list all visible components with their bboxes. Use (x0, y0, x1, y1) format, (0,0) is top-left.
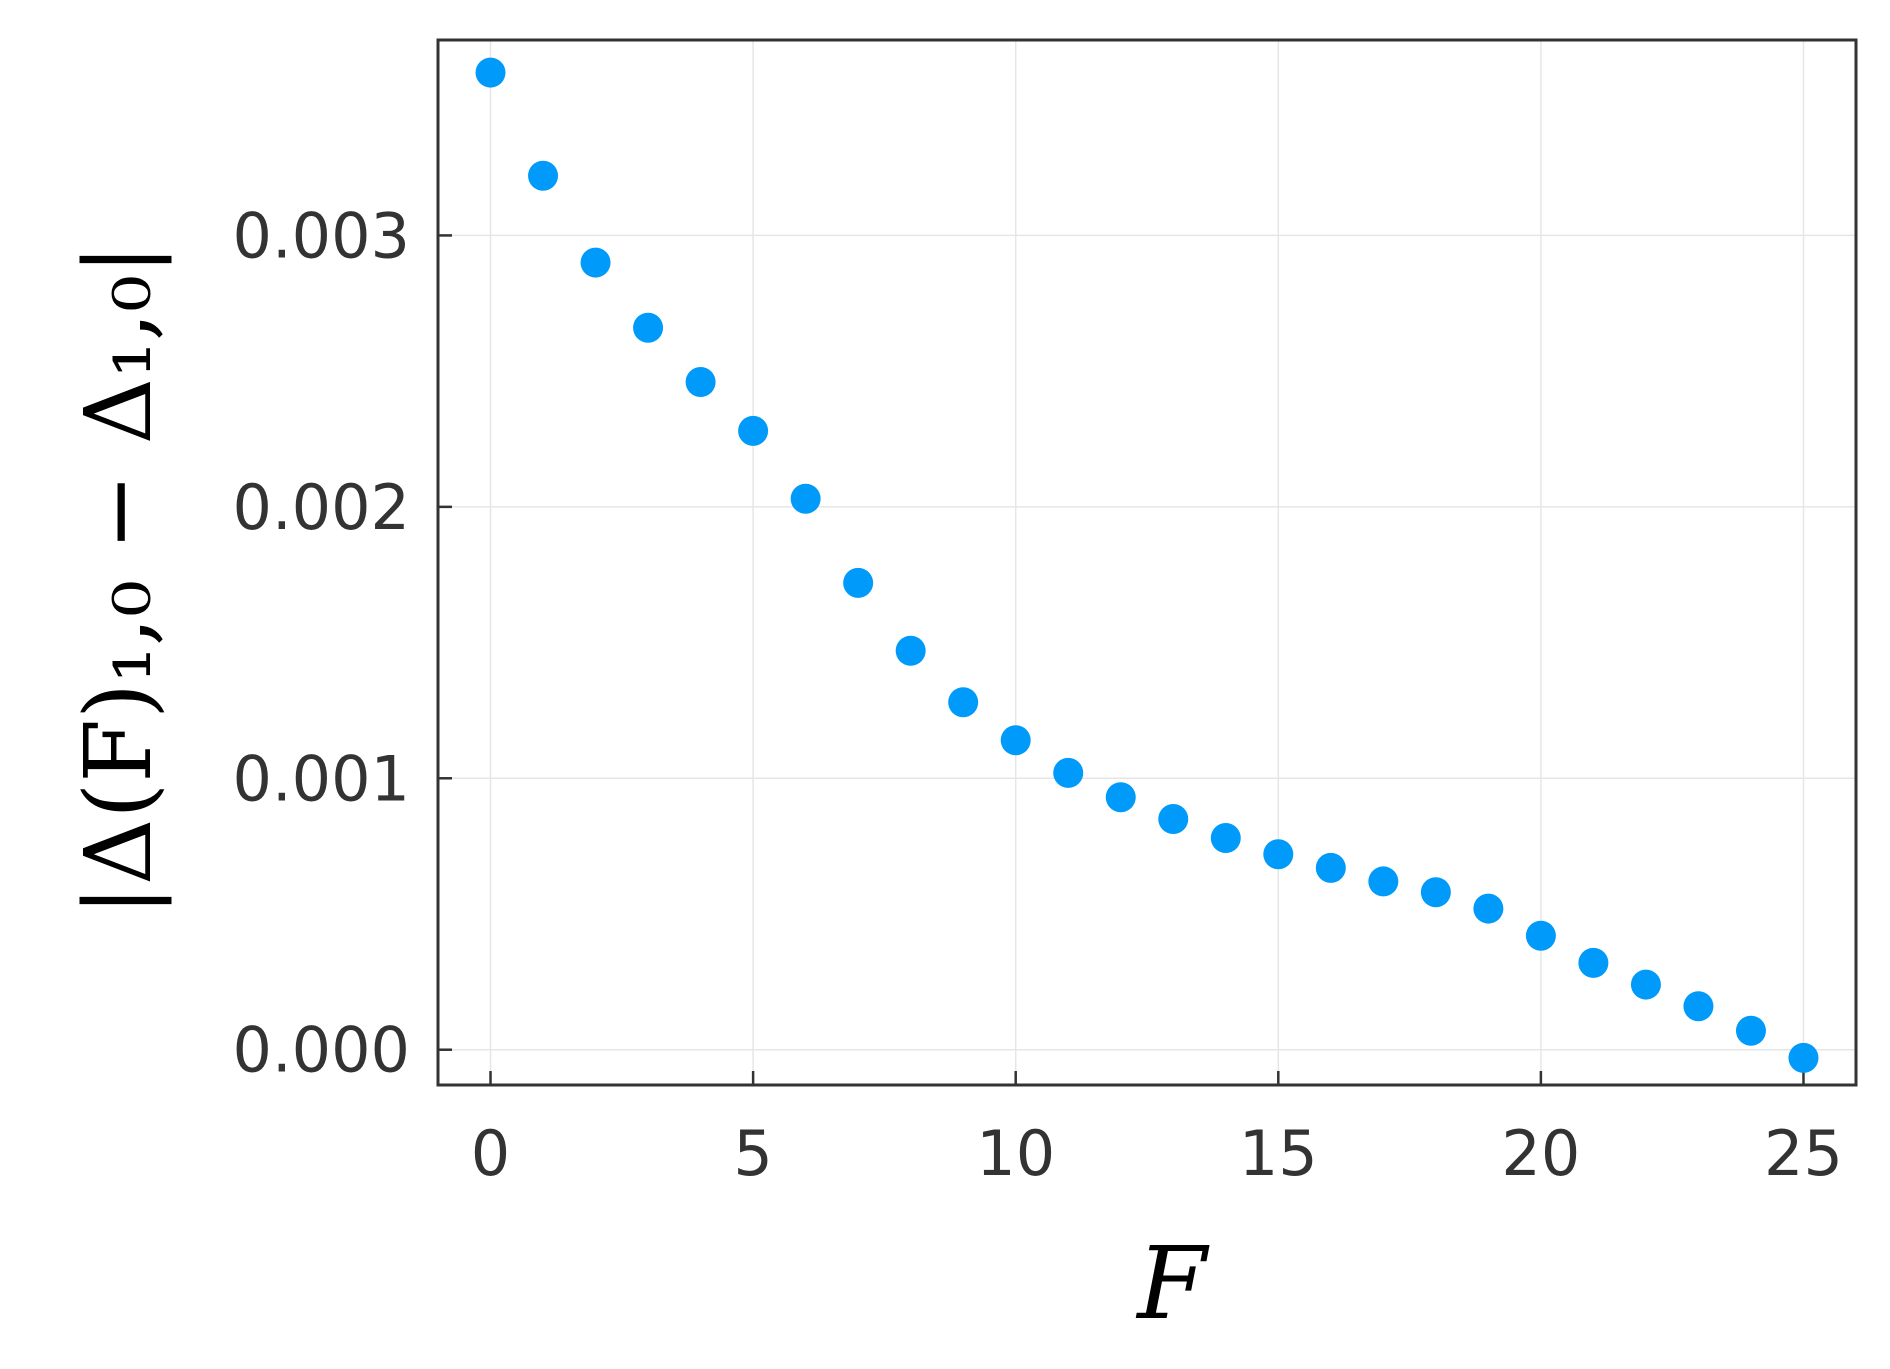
y-tick-label: 0.003 (233, 199, 411, 272)
x-tick-label: 5 (733, 1117, 772, 1190)
data-point (1210, 823, 1241, 853)
data-point (633, 312, 664, 343)
data-point (1053, 757, 1084, 788)
data-points (475, 57, 1819, 1073)
plot-frame (436, 38, 1858, 1087)
data-point (1630, 969, 1661, 1000)
data-point (1368, 866, 1399, 897)
x-tick-label: 0 (471, 1117, 510, 1190)
data-point (1525, 920, 1556, 951)
data-point (1420, 877, 1451, 908)
tick-marks (438, 234, 1805, 1085)
gridlines (438, 40, 1856, 1085)
data-point (1315, 852, 1346, 883)
data-point (528, 160, 559, 191)
data-point (738, 415, 769, 446)
y-tick-labels: 0.000 0.001 0.002 0.003 (233, 199, 411, 1086)
data-point (1158, 804, 1189, 834)
data-point (1473, 893, 1504, 924)
data-point (1788, 1042, 1819, 1073)
data-point (685, 367, 716, 397)
data-point (895, 635, 926, 666)
data-point (1263, 839, 1294, 870)
x-tick-label: 25 (1764, 1117, 1843, 1190)
x-axis-label: F (1135, 1225, 1210, 1342)
data-point (1000, 725, 1031, 756)
data-point (1683, 991, 1714, 1022)
x-tick-label: 20 (1501, 1117, 1580, 1190)
data-point (1578, 947, 1609, 978)
y-tick-label: 0.002 (233, 471, 411, 544)
y-tick-label: 0.000 (233, 1014, 411, 1087)
x-tick-labels: 0 5 10 15 20 25 (471, 1117, 1843, 1190)
data-point (580, 247, 611, 278)
data-point (475, 57, 506, 88)
data-point (843, 567, 874, 598)
x-tick-label: 15 (1239, 1117, 1318, 1190)
data-point (790, 483, 821, 514)
y-axis-label: |Δ(F)₁,₀ − Δ₁,₀| (65, 244, 172, 916)
y-tick-label: 0.001 (233, 742, 411, 815)
data-point (1735, 1015, 1766, 1046)
data-point (1105, 782, 1136, 813)
x-tick-label: 10 (976, 1117, 1055, 1190)
data-point (948, 687, 979, 718)
